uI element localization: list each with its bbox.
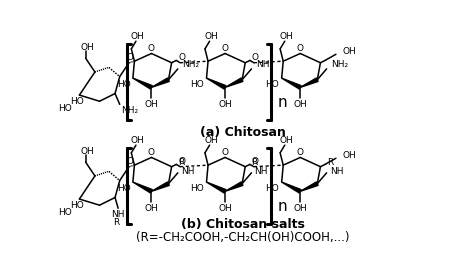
Text: NH: NH <box>111 210 125 219</box>
Text: OH: OH <box>131 136 145 145</box>
Text: OH: OH <box>280 136 293 145</box>
Polygon shape <box>282 78 301 89</box>
Text: O: O <box>252 157 259 166</box>
Text: HO: HO <box>70 201 84 210</box>
Polygon shape <box>225 182 243 191</box>
Text: OH: OH <box>342 151 356 160</box>
Text: OH: OH <box>218 204 232 213</box>
Text: OH: OH <box>293 100 307 109</box>
Text: OH: OH <box>218 100 232 109</box>
Text: O: O <box>222 44 228 53</box>
Text: O: O <box>126 53 133 62</box>
Text: HO: HO <box>265 184 279 193</box>
Text: OH: OH <box>145 100 158 109</box>
Text: OH: OH <box>280 32 293 41</box>
Text: OH: OH <box>80 43 94 52</box>
Text: NH: NH <box>181 167 194 176</box>
Text: O: O <box>126 157 133 166</box>
Polygon shape <box>133 78 152 89</box>
Text: HO: HO <box>70 97 84 106</box>
Text: O: O <box>178 157 185 166</box>
Text: (a) Chitosan: (a) Chitosan <box>200 126 286 139</box>
Text: O: O <box>148 44 155 53</box>
Polygon shape <box>282 182 301 193</box>
Text: HO: HO <box>191 80 204 89</box>
Text: n: n <box>278 95 287 110</box>
Text: OH: OH <box>204 136 218 145</box>
Text: O: O <box>252 53 259 62</box>
Text: R: R <box>251 158 258 167</box>
Polygon shape <box>300 182 318 191</box>
Polygon shape <box>207 182 226 193</box>
Text: HO: HO <box>117 80 130 89</box>
Text: HO: HO <box>191 184 204 193</box>
Text: NH₂: NH₂ <box>121 106 138 115</box>
Text: R: R <box>178 158 184 167</box>
Text: NH: NH <box>330 167 343 176</box>
Polygon shape <box>152 78 169 87</box>
Text: OH: OH <box>80 147 94 156</box>
Text: NH₂: NH₂ <box>331 60 348 69</box>
Text: O: O <box>178 53 185 62</box>
Text: OH: OH <box>204 32 218 41</box>
Text: NH₂: NH₂ <box>182 60 200 69</box>
Text: OH: OH <box>131 32 145 41</box>
Text: O: O <box>222 148 228 157</box>
Polygon shape <box>133 182 152 193</box>
Text: R: R <box>113 218 120 227</box>
Text: O: O <box>297 44 304 53</box>
Text: n: n <box>278 199 287 214</box>
Polygon shape <box>207 78 226 89</box>
Text: NH: NH <box>255 167 268 176</box>
Text: O: O <box>297 148 304 157</box>
Text: HO: HO <box>58 104 72 114</box>
Polygon shape <box>300 78 318 87</box>
Text: OH: OH <box>293 204 307 213</box>
Text: HO: HO <box>265 80 279 89</box>
Text: (b) Chitosan salts: (b) Chitosan salts <box>181 218 305 231</box>
Text: (R=-CH₂COOH,-CH₂CH(OH)COOH,...): (R=-CH₂COOH,-CH₂CH(OH)COOH,...) <box>136 231 350 244</box>
Text: OH: OH <box>342 47 356 56</box>
Polygon shape <box>225 78 243 87</box>
Text: HO: HO <box>58 208 72 217</box>
Text: R: R <box>327 158 333 167</box>
Polygon shape <box>152 182 169 191</box>
Text: NH₂: NH₂ <box>256 60 273 69</box>
Text: O: O <box>148 148 155 157</box>
Text: HO: HO <box>117 184 130 193</box>
Text: OH: OH <box>145 204 158 213</box>
